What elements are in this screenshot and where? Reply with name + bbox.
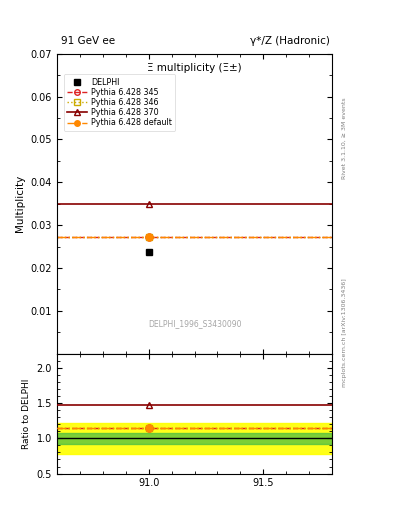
- Text: Ξ multiplicity (Ξ±): Ξ multiplicity (Ξ±): [147, 63, 242, 73]
- Bar: [57, 433, 332, 444]
- Text: DELPHI_1996_S3430090: DELPHI_1996_S3430090: [148, 319, 241, 328]
- Text: Rivet 3.1.10, ≥ 3M events: Rivet 3.1.10, ≥ 3M events: [342, 97, 347, 179]
- Y-axis label: Ratio to DELPHI: Ratio to DELPHI: [22, 378, 31, 449]
- Legend: DELPHI, Pythia 6.428 345, Pythia 6.428 346, Pythia 6.428 370, Pythia 6.428 defau: DELPHI, Pythia 6.428 345, Pythia 6.428 3…: [64, 74, 175, 131]
- Y-axis label: Multiplicity: Multiplicity: [15, 175, 25, 232]
- Text: mcplots.cern.ch [arXiv:1306.3436]: mcplots.cern.ch [arXiv:1306.3436]: [342, 279, 347, 387]
- Text: 91 GeV ee: 91 GeV ee: [61, 36, 115, 46]
- Text: γ*/Z (Hadronic): γ*/Z (Hadronic): [250, 36, 330, 46]
- Bar: [57, 423, 332, 454]
